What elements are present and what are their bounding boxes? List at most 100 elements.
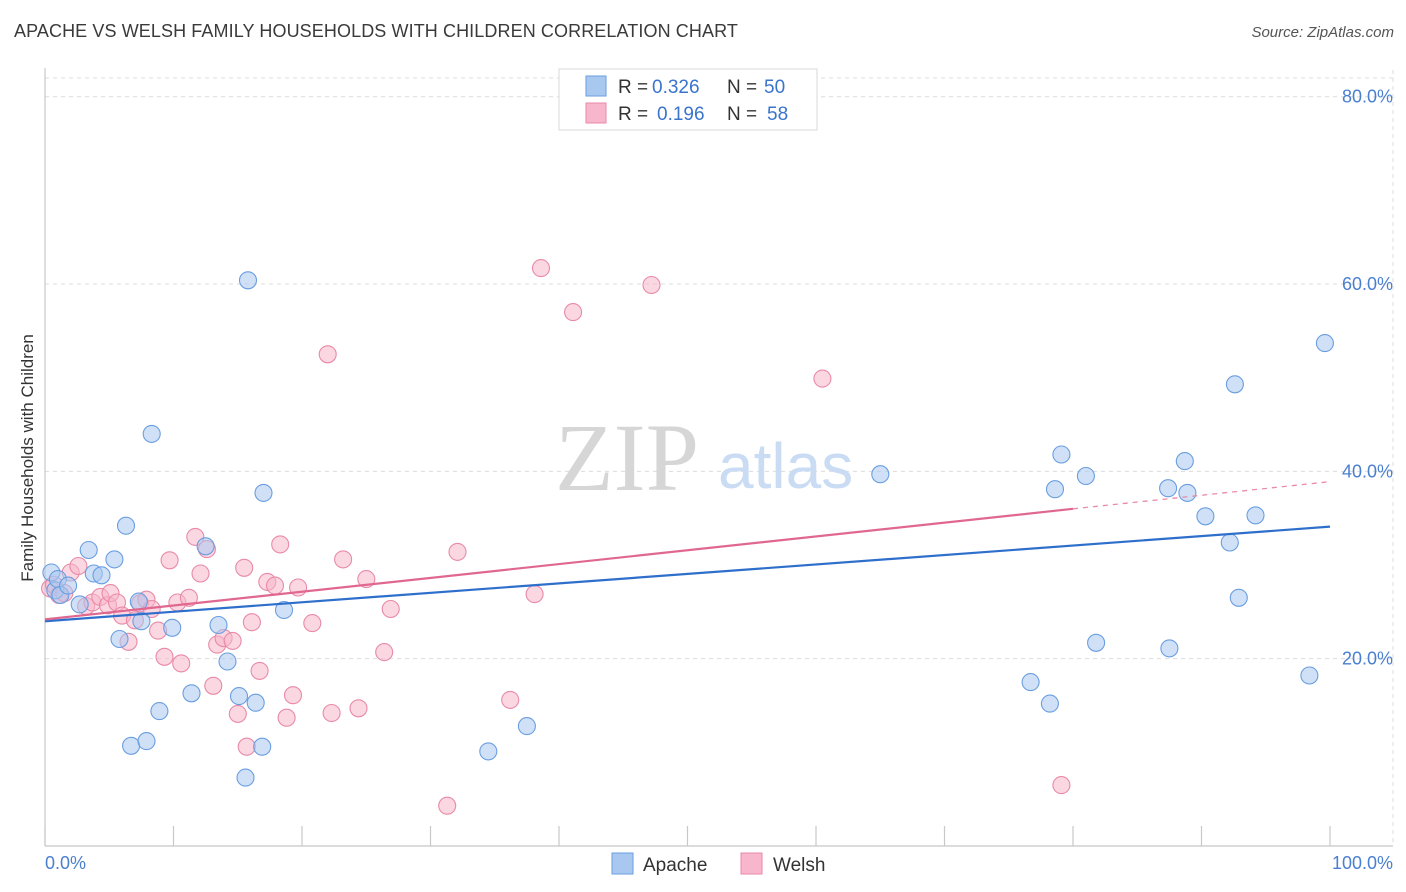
apache-point-25	[238, 271, 258, 290]
apache-point-17	[150, 702, 169, 721]
welsh-point-53	[525, 585, 544, 604]
welsh-trend-line-extension	[1072, 481, 1331, 510]
axes	[44, 68, 1393, 847]
welsh-point-27	[204, 676, 223, 695]
bottom-legend: Apache Welsh	[611, 852, 825, 876]
welsh-point-48	[375, 643, 394, 662]
welsh-point-23	[179, 588, 198, 607]
apache-point-48	[1300, 666, 1319, 685]
welsh-point-25	[191, 564, 210, 583]
apache-point-37	[1076, 466, 1095, 486]
x-tick-labels: 0.0% 100.0%	[45, 853, 1393, 873]
bottom-legend-swatch-apache	[611, 852, 634, 875]
apache-point-46	[1229, 588, 1248, 607]
apache-point-22	[218, 652, 237, 671]
trend-lines	[44, 481, 1331, 623]
welsh-point-49	[381, 599, 400, 619]
data-points	[41, 259, 1334, 815]
welsh-point-35	[250, 661, 269, 680]
apache-point-38	[1087, 633, 1106, 652]
legend-swatch-welsh	[585, 102, 607, 124]
welsh-point-42	[303, 614, 322, 633]
apache-point-10	[110, 629, 129, 649]
apache-point-32	[871, 465, 890, 484]
apache-point-30	[479, 742, 498, 761]
apache-point-29	[274, 600, 294, 620]
welsh-point-57	[813, 369, 832, 388]
apache-point-26	[246, 693, 265, 712]
welsh-point-44	[322, 703, 341, 723]
apache-point-40	[1160, 639, 1179, 658]
welsh-point-31	[228, 704, 247, 723]
apache-point-15	[137, 732, 156, 751]
apache-point-45	[1225, 375, 1244, 394]
welsh-point-39	[277, 708, 296, 727]
bottom-legend-label-welsh: Welsh	[773, 855, 825, 876]
apache-trend-line	[44, 525, 1331, 623]
legend-r-label-2: R =	[618, 104, 648, 125]
apache-point-47	[1246, 506, 1265, 525]
apache-point-11	[116, 516, 136, 535]
y-tick-label-1: 40.0%	[1342, 461, 1393, 481]
x-tick-label-start: 0.0%	[45, 853, 86, 873]
welsh-point-38	[271, 535, 290, 554]
welsh-point-22	[172, 654, 191, 673]
welsh-point-50	[438, 796, 457, 815]
apache-point-8	[92, 566, 111, 585]
welsh-point-45	[334, 550, 353, 569]
watermark: ZIP atlas	[555, 404, 853, 511]
apache-point-18	[163, 618, 182, 637]
legend-r-value-1: 0.326	[652, 77, 700, 98]
apache-point-16	[142, 424, 161, 443]
apache-point-31	[517, 717, 536, 736]
welsh-point-55	[564, 303, 583, 322]
apache-point-35	[1045, 480, 1065, 499]
welsh-point-33	[237, 737, 256, 756]
welsh-point-19	[155, 647, 174, 666]
legend-n-label-2: N =	[727, 104, 757, 125]
watermark-zip: ZIP	[555, 404, 699, 511]
welsh-point-52	[501, 690, 520, 709]
y-tick-label-3: 80.0%	[1342, 87, 1393, 107]
welsh-point-51	[448, 542, 467, 561]
legend-r-label-1: R =	[618, 77, 648, 98]
welsh-point-5	[69, 556, 88, 576]
apache-point-43	[1196, 507, 1215, 526]
apache-point-34	[1040, 694, 1059, 713]
y-axis-label: Family Households with Children	[18, 334, 37, 582]
welsh-trend-line	[44, 507, 1074, 621]
legend-n-label-1: N =	[727, 77, 757, 98]
apache-point-33	[1021, 673, 1040, 692]
legend: R = 0.326 N = 50 R = 0.196 N = 58	[558, 68, 818, 131]
source-label: Source: ZipAtlas.com	[1251, 24, 1394, 41]
welsh-point-37	[265, 576, 285, 595]
chart-title: APACHE VS WELSH FAMILY HOUSEHOLDS WITH C…	[14, 21, 738, 41]
apache-point-39	[1159, 479, 1178, 498]
bottom-legend-label-apache: Apache	[643, 855, 707, 876]
watermark-atlas: atlas	[718, 430, 853, 502]
welsh-point-58	[1052, 776, 1071, 795]
apache-point-24	[236, 768, 255, 787]
welsh-point-54	[531, 259, 551, 278]
apache-point-6	[79, 540, 98, 560]
welsh-point-40	[283, 686, 303, 705]
apache-point-9	[105, 550, 124, 569]
apache-point-12	[122, 736, 141, 755]
x-tick-label-end: 100.0%	[1332, 853, 1393, 873]
welsh-point-20	[160, 551, 179, 570]
welsh-point-32	[235, 558, 254, 577]
welsh-point-43	[318, 345, 337, 364]
legend-r-value-2: 0.196	[657, 104, 705, 125]
welsh-point-56	[642, 275, 661, 295]
legend-swatch-apache	[585, 75, 607, 97]
apache-point-42	[1178, 483, 1197, 502]
bottom-legend-swatch-welsh	[740, 852, 763, 875]
apache-point-49	[1315, 334, 1334, 353]
y-tick-label-2: 60.0%	[1342, 274, 1393, 294]
y-tick-labels: 20.0% 40.0% 60.0% 80.0%	[1342, 87, 1393, 669]
apache-point-21	[209, 615, 228, 635]
apache-point-41	[1175, 452, 1194, 471]
gridlines	[45, 70, 1394, 846]
apache-point-19	[182, 684, 201, 703]
